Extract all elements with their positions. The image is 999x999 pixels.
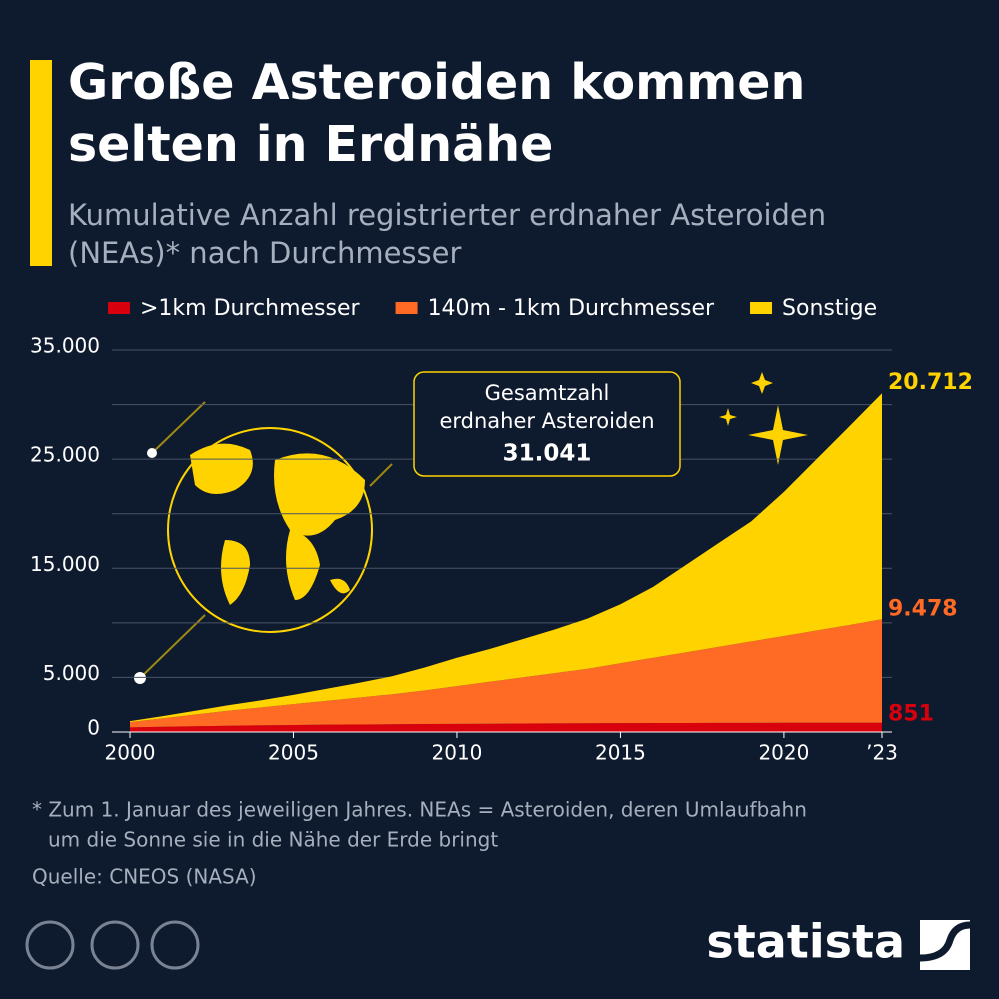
area [130,722,882,732]
legend-swatch [108,302,130,314]
legend-swatch [395,302,418,314]
license-icon [25,920,75,970]
footnote: um die Sonne sie in die Nähe der Erde br… [48,828,498,852]
logo-mark-stroke [919,921,971,962]
x-tick-label: 2005 [268,741,319,765]
chart-title: Große Asteroiden kommen selten in Erdnäh… [68,54,806,173]
x-tick-label: 2000 [105,741,156,765]
y-tick-label: 0 [87,716,100,740]
y-tick-label: 5.000 [43,661,100,685]
legend-label: >1km Durchmesser [140,296,361,321]
annotation-text: erdnaher Asteroiden [439,409,654,433]
license-icon [90,920,140,970]
y-tick-label: 15.000 [30,552,100,576]
x-tick-label: 2010 [432,741,483,765]
illustration [134,372,808,684]
area [130,619,882,728]
x-tick-label: ’23 [866,741,898,765]
y-tick-label: 25.000 [30,443,100,467]
value-label: 9.478 [888,596,958,621]
chart-subtitle: Kumulative Anzahl registrierter erdnaher… [68,198,827,270]
annotation-box [413,371,681,477]
logo: statista [706,915,905,969]
source: Quelle: CNEOS (NASA) [32,865,257,889]
y-tick-label: 35.000 [30,334,100,358]
x-tick-label: 2015 [595,741,646,765]
area [130,393,882,723]
legend-swatch [750,302,773,314]
x-tick-label: 2020 [758,741,809,765]
license-icon [150,920,200,970]
footnote: * Zum 1. Januar des jeweiligen Jahres. N… [32,798,807,822]
legend-label: 140m - 1km Durchmesser [428,296,715,321]
value-label: 851 [888,702,934,727]
annotation-total: 31.041 [503,441,592,467]
accent-bar [30,60,52,266]
annotation-text: Gesamtzahl [485,381,610,405]
legend-label: Sonstige [782,296,877,321]
value-label: 20.712 [888,370,973,395]
